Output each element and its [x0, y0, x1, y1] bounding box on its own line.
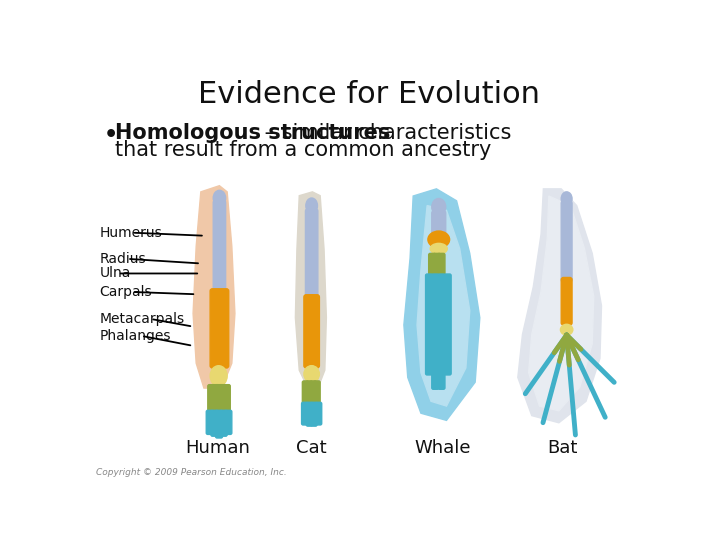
FancyBboxPatch shape	[314, 381, 320, 404]
FancyBboxPatch shape	[225, 410, 232, 434]
Text: Metacarpals: Metacarpals	[99, 312, 184, 326]
Text: Humerus: Humerus	[99, 226, 162, 240]
Polygon shape	[193, 186, 235, 388]
FancyBboxPatch shape	[306, 402, 312, 426]
FancyBboxPatch shape	[561, 278, 572, 325]
Text: Cat: Cat	[296, 439, 326, 457]
FancyBboxPatch shape	[211, 410, 218, 436]
FancyBboxPatch shape	[304, 295, 314, 368]
FancyBboxPatch shape	[206, 410, 213, 434]
FancyBboxPatch shape	[306, 381, 312, 404]
FancyBboxPatch shape	[212, 384, 219, 413]
FancyBboxPatch shape	[302, 381, 309, 404]
FancyBboxPatch shape	[428, 253, 436, 275]
Ellipse shape	[210, 366, 228, 386]
FancyBboxPatch shape	[219, 289, 229, 368]
FancyBboxPatch shape	[210, 289, 221, 368]
FancyBboxPatch shape	[208, 384, 215, 413]
FancyBboxPatch shape	[220, 384, 226, 413]
Ellipse shape	[432, 199, 446, 215]
FancyBboxPatch shape	[438, 253, 445, 275]
FancyBboxPatch shape	[311, 402, 317, 426]
Text: Bat: Bat	[548, 439, 578, 457]
FancyBboxPatch shape	[220, 410, 228, 436]
Text: Radius: Radius	[99, 252, 146, 266]
Ellipse shape	[213, 190, 225, 206]
Text: – similar characteristics: – similar characteristics	[258, 123, 511, 143]
Text: Whale: Whale	[415, 439, 471, 457]
FancyBboxPatch shape	[310, 381, 316, 404]
FancyBboxPatch shape	[432, 211, 446, 244]
Polygon shape	[295, 192, 326, 386]
FancyBboxPatch shape	[215, 410, 222, 438]
Text: Copyright © 2009 Pearson Education, Inc.: Copyright © 2009 Pearson Education, Inc.	[96, 468, 287, 477]
FancyBboxPatch shape	[432, 274, 438, 389]
FancyBboxPatch shape	[561, 201, 572, 282]
Polygon shape	[528, 196, 594, 411]
FancyBboxPatch shape	[215, 384, 222, 413]
Text: that result from a common ancestry: that result from a common ancestry	[114, 140, 491, 160]
Text: Homologous structures: Homologous structures	[114, 123, 390, 143]
FancyBboxPatch shape	[426, 274, 433, 375]
FancyBboxPatch shape	[315, 402, 322, 425]
Ellipse shape	[306, 198, 318, 213]
FancyBboxPatch shape	[310, 295, 320, 368]
Text: Ulna: Ulna	[99, 266, 130, 280]
Ellipse shape	[560, 325, 573, 335]
FancyBboxPatch shape	[444, 274, 451, 375]
Polygon shape	[417, 206, 469, 406]
Polygon shape	[404, 189, 480, 420]
FancyBboxPatch shape	[302, 402, 307, 425]
FancyBboxPatch shape	[433, 253, 441, 275]
Text: Carpals: Carpals	[99, 285, 152, 299]
Ellipse shape	[561, 192, 572, 206]
FancyBboxPatch shape	[213, 200, 225, 305]
Polygon shape	[518, 189, 601, 423]
Ellipse shape	[304, 366, 320, 382]
Text: Evidence for Evolution: Evidence for Evolution	[198, 79, 540, 109]
Ellipse shape	[431, 244, 447, 254]
Text: Human: Human	[186, 439, 251, 457]
Text: •: •	[104, 125, 118, 145]
FancyBboxPatch shape	[305, 209, 318, 309]
FancyBboxPatch shape	[223, 384, 230, 413]
Ellipse shape	[428, 231, 449, 248]
FancyBboxPatch shape	[438, 274, 445, 389]
Text: Phalanges: Phalanges	[99, 329, 171, 343]
